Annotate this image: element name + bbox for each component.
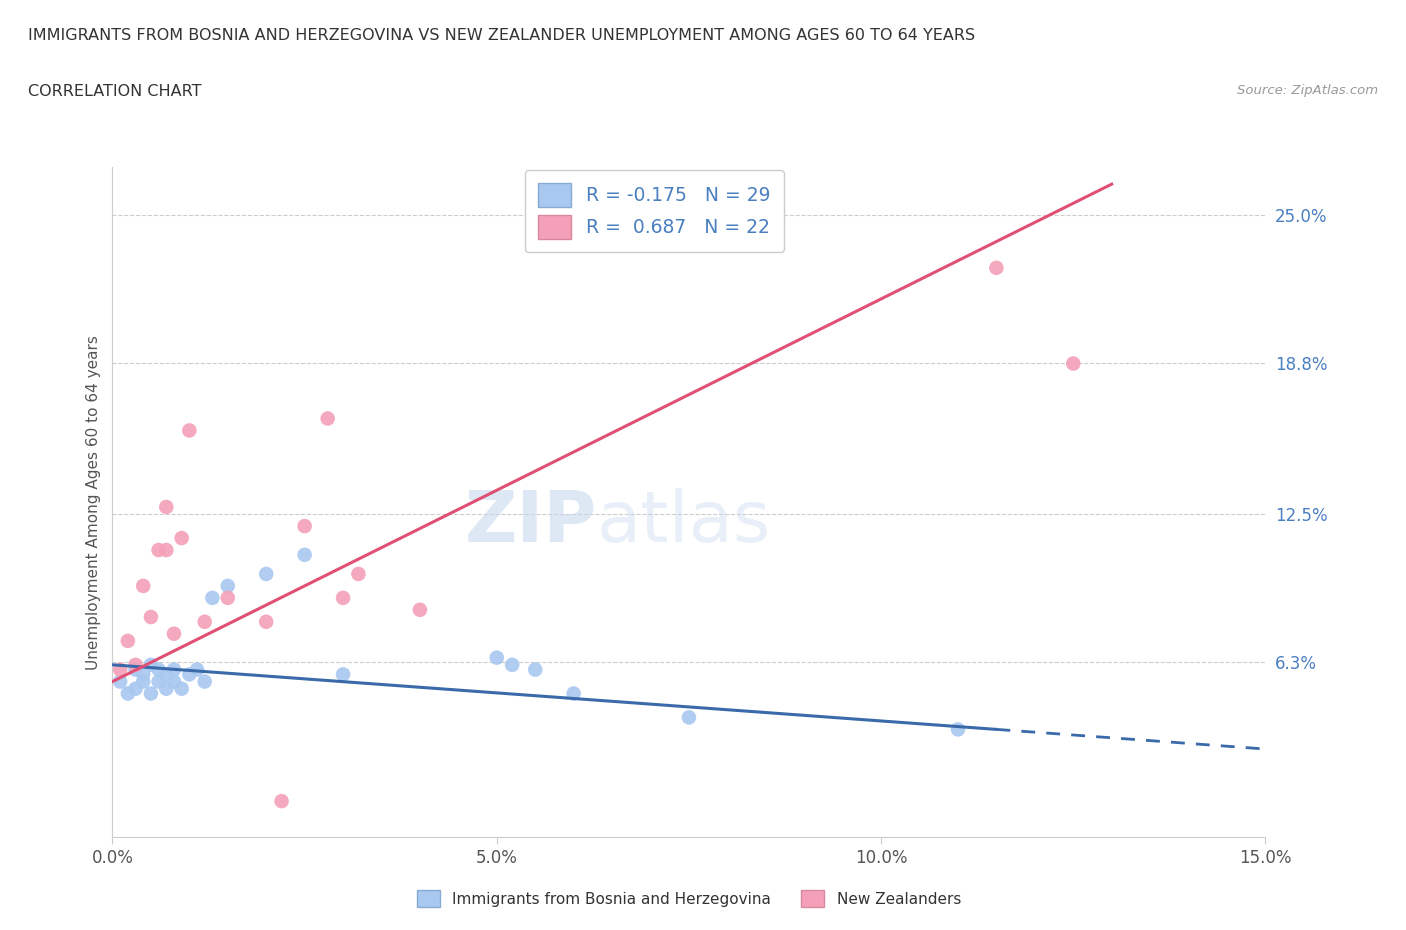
Legend: R = -0.175   N = 29, R =  0.687   N = 22: R = -0.175 N = 29, R = 0.687 N = 22 <box>524 170 785 252</box>
Point <box>117 633 139 648</box>
Point <box>124 658 146 672</box>
Point <box>148 674 170 689</box>
Point <box>139 686 162 701</box>
Point <box>194 674 217 689</box>
Point <box>562 686 585 701</box>
Text: atlas: atlas <box>596 488 770 557</box>
Point <box>155 667 177 682</box>
Point <box>332 591 354 605</box>
Point <box>132 667 155 682</box>
Point <box>254 615 277 630</box>
Point <box>946 722 969 737</box>
Point <box>194 615 217 630</box>
Point <box>139 609 162 624</box>
Point <box>139 658 162 672</box>
Legend: Immigrants from Bosnia and Herzegovina, New Zealanders: Immigrants from Bosnia and Herzegovina, … <box>411 884 967 913</box>
Text: CORRELATION CHART: CORRELATION CHART <box>28 84 201 99</box>
Point <box>132 674 155 689</box>
Point <box>170 682 193 697</box>
Point <box>163 662 186 677</box>
Point <box>117 686 139 701</box>
Point <box>1062 356 1084 371</box>
Point <box>148 662 170 677</box>
Point <box>124 662 146 677</box>
Point <box>124 682 146 697</box>
Point <box>179 423 201 438</box>
Text: IMMIGRANTS FROM BOSNIA AND HERZEGOVINA VS NEW ZEALANDER UNEMPLOYMENT AMONG AGES : IMMIGRANTS FROM BOSNIA AND HERZEGOVINA V… <box>28 28 976 43</box>
Point <box>524 662 547 677</box>
Point <box>409 603 432 618</box>
Point <box>485 650 508 665</box>
Point <box>316 411 339 426</box>
Point <box>179 667 201 682</box>
Point <box>201 591 224 605</box>
Point <box>148 542 170 557</box>
Point <box>155 682 177 697</box>
Point <box>155 542 177 557</box>
Point <box>332 667 354 682</box>
Point <box>217 591 239 605</box>
Point <box>501 658 523 672</box>
Point <box>347 566 370 581</box>
Point <box>254 566 277 581</box>
Point <box>270 793 292 808</box>
Point <box>163 626 186 641</box>
Point <box>108 674 131 689</box>
Text: ZIP: ZIP <box>464 488 596 557</box>
Text: Source: ZipAtlas.com: Source: ZipAtlas.com <box>1237 84 1378 97</box>
Point <box>170 531 193 546</box>
Point <box>132 578 155 593</box>
Y-axis label: Unemployment Among Ages 60 to 64 years: Unemployment Among Ages 60 to 64 years <box>86 335 101 670</box>
Point <box>678 710 700 724</box>
Point <box>217 578 239 593</box>
Point <box>163 674 186 689</box>
Point <box>294 519 316 534</box>
Point <box>108 662 131 677</box>
Point <box>294 548 316 563</box>
Point <box>986 260 1008 275</box>
Point <box>155 499 177 514</box>
Point <box>186 662 208 677</box>
